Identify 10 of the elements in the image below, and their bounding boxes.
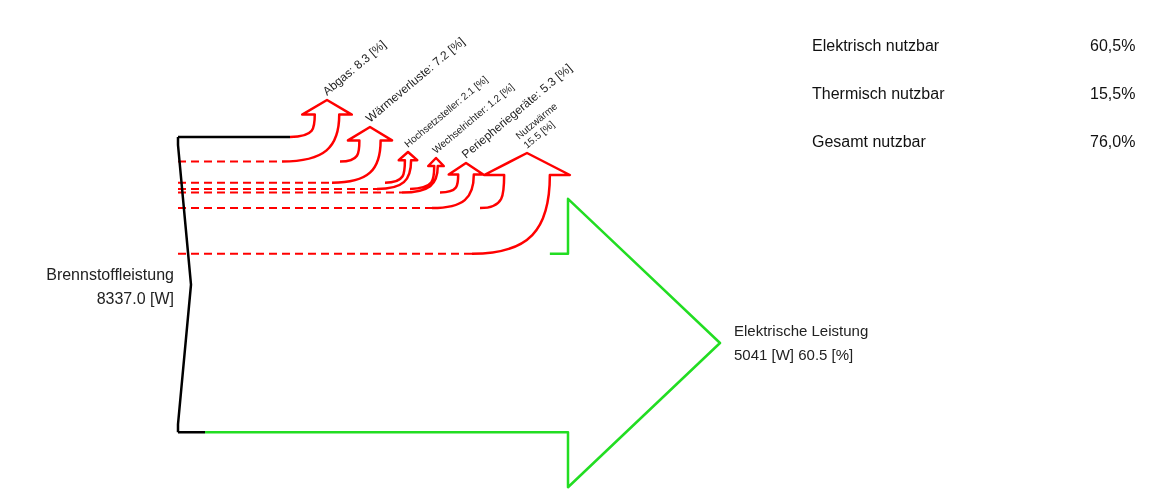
text: Elektrisch nutzbar: [812, 37, 940, 54]
text: Gesamt nutzbar: [812, 133, 927, 150]
data-label: 8337.0 [W]: [96, 290, 174, 307]
data-label: 5041 [W] 60.5 [%]: [734, 346, 854, 363]
text: Thermisch nutzbar: [812, 85, 946, 102]
category-label: Elektrische Leistung: [734, 322, 869, 339]
text: 60,5%: [1090, 37, 1136, 54]
text: 15,5%: [1090, 85, 1136, 102]
text: 76,0%: [1090, 133, 1136, 150]
category-label: Brennstoffleistung: [46, 266, 174, 283]
